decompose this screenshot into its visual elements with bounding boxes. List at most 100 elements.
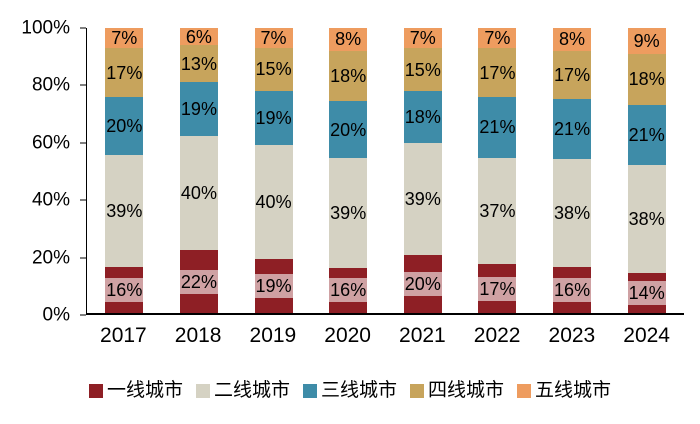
- segment-二线城市: 38%: [627, 164, 666, 274]
- x-tick-label: 2023: [548, 324, 596, 347]
- segment-value-label: 17%: [106, 62, 143, 83]
- segment-四线城市: 17%: [553, 50, 592, 100]
- stacked-bar: 22% 40% 19% 13% 6%: [176, 26, 221, 313]
- legend-label: 五线城市: [535, 380, 612, 401]
- segment-五线城市: 7%: [403, 28, 442, 49]
- segment-三线城市: 20%: [329, 101, 368, 158]
- segment-value-label: 38%: [628, 208, 665, 229]
- segment-四线城市: 15%: [403, 48, 442, 92]
- segment-一线城市: 16%: [326, 267, 371, 313]
- segment-value-label: 18%: [628, 69, 665, 90]
- segment-value-label: 21%: [479, 117, 516, 138]
- legend-swatch-icon: [517, 383, 532, 398]
- segment-value-label: 16%: [550, 278, 595, 303]
- segment-五线城市: 7%: [254, 28, 293, 48]
- segment-五线城市: 9%: [627, 28, 666, 54]
- segment-value-label: 8%: [335, 29, 362, 50]
- legend-swatch-icon: [302, 383, 317, 398]
- stacked-bar: 16% 39% 20% 17% 7%: [102, 28, 147, 313]
- segment-value-label: 7%: [260, 28, 287, 48]
- segment-value-label: 19%: [255, 107, 292, 128]
- segment-value-label: 14%: [624, 281, 669, 306]
- legend-item-三线城市: 三线城市: [302, 380, 397, 401]
- legend-swatch-icon: [195, 383, 210, 398]
- segment-value-label: 7%: [409, 28, 436, 49]
- stacked-bar: 20% 39% 18% 15% 7%: [400, 28, 445, 313]
- segment-五线城市: 6%: [179, 26, 218, 47]
- y-tick-label: 20%: [31, 247, 70, 269]
- segment-value-label: 21%: [554, 119, 591, 140]
- legend-label: 二线城市: [213, 380, 290, 401]
- segment-四线城市: 18%: [329, 50, 368, 102]
- x-tick-label: 2019: [249, 324, 297, 347]
- segment-value-label: 15%: [255, 59, 292, 80]
- bar-column-2021: 20% 39% 18% 15% 7%: [386, 28, 461, 313]
- segment-value-label: 20%: [106, 115, 143, 136]
- segment-四线城市: 17%: [478, 48, 517, 98]
- segment-五线城市: 7%: [478, 28, 517, 49]
- x-tick-label: 2024: [623, 324, 670, 347]
- legend-swatch-icon: [410, 383, 424, 398]
- segment-二线城市: 39%: [329, 157, 368, 268]
- y-tick-mark: [80, 84, 86, 86]
- segment-value-label: 18%: [330, 66, 367, 86]
- y-tick-label: 0%: [42, 304, 70, 326]
- segment-一线城市: 14%: [624, 273, 669, 313]
- segment-五线城市: 8%: [329, 28, 368, 51]
- segment-value-label: 16%: [326, 278, 371, 303]
- legend-item-二线城市: 二线城市: [195, 380, 290, 401]
- bar-column-2024: 14% 38% 21% 18% 9%: [609, 28, 684, 313]
- legend-item-四线城市: 四线城市: [410, 381, 504, 400]
- segment-二线城市: 40%: [179, 136, 218, 251]
- stacked-bar: 16% 38% 21% 17% 8%: [550, 28, 595, 313]
- segment-value-label: 17%: [554, 65, 591, 86]
- segment-五线城市: 7%: [105, 28, 144, 49]
- y-axis: 0% 20% 40% 60% 80% 100%: [0, 19, 86, 325]
- segment-value-label: 7%: [111, 28, 138, 49]
- segment-二线城市: 37%: [478, 157, 517, 265]
- x-tick-label: 2022: [473, 324, 521, 347]
- stacked-bar: 14% 38% 21% 18% 9%: [624, 28, 669, 313]
- legend-label: 三线城市: [320, 380, 397, 401]
- segment-一线城市: 17%: [475, 264, 520, 313]
- x-tick-label: 2018: [174, 324, 222, 347]
- segment-一线城市: 19%: [251, 258, 296, 313]
- x-tick-label: 2017: [100, 324, 147, 347]
- y-tick-mark: [80, 27, 86, 29]
- segment-三线城市: 19%: [179, 82, 218, 137]
- plot-area: 16% 39% 20% 17% 7% 22% 40% 19% 13% 6% 19% 40% 19% 15%…: [86, 28, 684, 315]
- segment-value-label: 39%: [404, 189, 441, 210]
- segment-value-label: 39%: [330, 202, 367, 223]
- bars-container: 16% 39% 20% 17% 7% 22% 40% 19% 13% 6% 19% 40% 19% 15%…: [87, 28, 684, 313]
- segment-一线城市: 16%: [102, 266, 147, 313]
- legend-item-一线城市: 一线城市: [88, 381, 183, 400]
- segment-二线城市: 39%: [105, 154, 144, 267]
- segment-value-label: 40%: [180, 183, 217, 204]
- segment-四线城市: 18%: [627, 53, 666, 105]
- y-tick-label: 80%: [31, 74, 70, 96]
- segment-value-label: 17%: [475, 276, 520, 301]
- stacked-bar: 19% 40% 19% 15% 7%: [251, 28, 296, 313]
- segment-四线城市: 13%: [179, 45, 218, 83]
- segment-value-label: 38%: [554, 203, 591, 224]
- segment-二线城市: 38%: [553, 159, 592, 268]
- segment-三线城市: 18%: [403, 91, 442, 144]
- segment-value-label: 17%: [479, 62, 516, 83]
- legend: 一线城市 二线城市 三线城市 四线城市 五线城市: [0, 381, 700, 400]
- bar-column-2020: 16% 39% 20% 18% 8%: [311, 28, 386, 313]
- segment-value-label: 6%: [185, 26, 212, 47]
- x-tick-label: 2021: [399, 324, 446, 347]
- legend-label: 四线城市: [428, 380, 505, 401]
- segment-value-label: 40%: [255, 191, 292, 212]
- segment-value-label: 39%: [106, 200, 143, 221]
- segment-value-label: 13%: [180, 53, 217, 74]
- segment-value-label: 18%: [404, 107, 441, 128]
- segment-value-label: 22%: [176, 269, 221, 294]
- y-tick-mark: [80, 199, 86, 201]
- segment-value-label: 7%: [484, 28, 511, 49]
- segment-二线城市: 40%: [254, 144, 293, 259]
- segment-四线城市: 17%: [105, 48, 144, 98]
- segment-value-label: 16%: [102, 277, 147, 302]
- legend-swatch-icon: [88, 383, 103, 398]
